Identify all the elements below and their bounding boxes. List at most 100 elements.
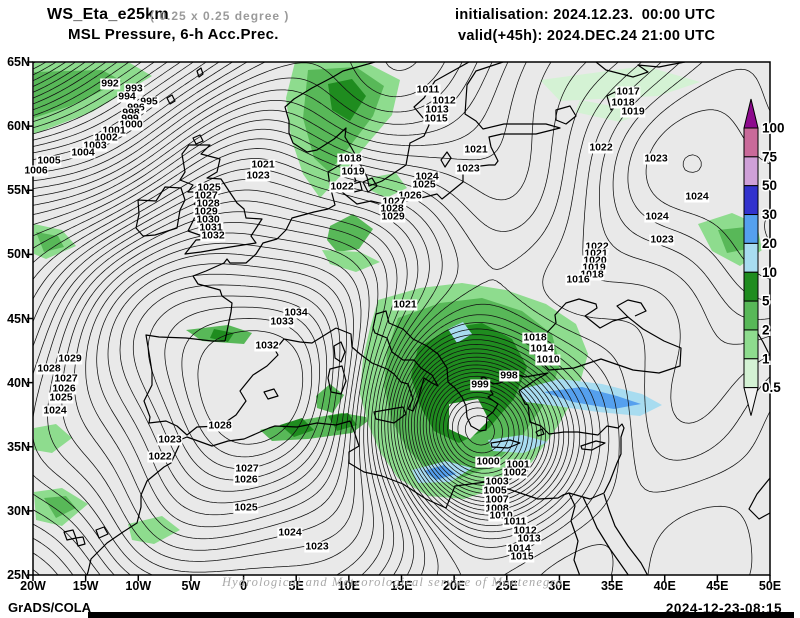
- legend-box: [743, 127, 759, 158]
- isobar-label: 1028: [379, 202, 405, 215]
- precip-patch: [322, 250, 380, 272]
- isobar-label: 999: [120, 112, 140, 125]
- isobar-label: 1017: [615, 85, 641, 98]
- isobar-label: 1021: [463, 143, 489, 156]
- legend-threshold-label: 2: [762, 322, 770, 337]
- isobar-label: 998: [121, 106, 141, 119]
- lon-tick-label: 5W: [181, 579, 201, 593]
- lat-tick-label: 65N: [7, 55, 30, 69]
- precip-patch: [327, 214, 373, 252]
- precip-patch: [128, 516, 180, 544]
- legend-threshold-label: 30: [762, 207, 777, 222]
- isobar-label: 994: [117, 90, 137, 103]
- legend-box: [743, 242, 759, 273]
- isobar-label: 1018: [337, 152, 363, 165]
- isobar-label: 1007: [484, 493, 510, 506]
- watermark: Hydrological and Meteorological service …: [222, 575, 564, 589]
- valid-time: valid(+45h): 2024.DEC.24 21:00 UTC: [458, 28, 716, 44]
- legend-threshold-label: 0.5: [762, 380, 781, 395]
- isobar-label: 1032: [254, 339, 280, 352]
- legend-box: [743, 271, 759, 302]
- lon-tick-label: 45E: [706, 579, 729, 593]
- lon-tick-label: 10W: [125, 579, 152, 593]
- isobar-label: 1025: [196, 181, 222, 194]
- isobar-label: 1004: [70, 146, 96, 159]
- isobar-label: 1012: [512, 524, 538, 537]
- isobar-label: 1003: [484, 475, 510, 488]
- isobar-label: 1018: [522, 331, 548, 344]
- isobar-label: 1027: [53, 372, 79, 385]
- isobar-label: 1010: [488, 509, 514, 522]
- isobar-label: 1023: [455, 162, 481, 175]
- isobar-label: 1014: [529, 342, 555, 355]
- variables-subtitle: MSL Pressure, 6-h Acc.Prec.: [68, 26, 279, 43]
- precip-legend: 100 75 50 30 20 10 5 2 1 0.5: [743, 98, 786, 416]
- isobar-label: 1023: [649, 233, 675, 246]
- isobar-label: 1001: [101, 124, 127, 137]
- isobar-label: 1030: [195, 213, 221, 226]
- isobar-label: 1019: [620, 105, 646, 118]
- isobar-label: 1028: [195, 197, 221, 210]
- isobar-label: 1016: [565, 273, 591, 286]
- lat-tick-label: 25N: [7, 568, 30, 582]
- isobar-label: 1002: [502, 466, 528, 479]
- lon-tick-label: 20E: [443, 579, 466, 593]
- lon-tick-label: 15W: [72, 579, 99, 593]
- isobar-label: 1001: [505, 458, 531, 471]
- isobar-label: 1010: [535, 353, 561, 366]
- lat-tick-label: 50N: [7, 247, 30, 262]
- isobar-label: 1022: [329, 180, 355, 193]
- lon-tick-label: 0: [240, 579, 248, 593]
- precip-patch: [411, 323, 527, 443]
- legend-box: [743, 156, 759, 187]
- isobar-label: 1011: [415, 83, 441, 96]
- isobar-label: 1002: [93, 131, 119, 144]
- isobar-label: 1015: [423, 112, 449, 125]
- isobar-label: 1032: [200, 229, 226, 242]
- isobar-label: 1023: [643, 152, 669, 165]
- isobar-label: 1025: [411, 178, 437, 191]
- isobar-label: 1021: [250, 158, 276, 171]
- precip-patch: [449, 399, 489, 439]
- lon-tick-label: 25E: [495, 579, 518, 593]
- precip-patch: [36, 232, 64, 252]
- isobar-label: 1024: [684, 190, 710, 203]
- legend-arrow-bottom: [743, 387, 759, 416]
- isobar-label: 992: [100, 77, 120, 90]
- isobar-label: 1026: [397, 189, 423, 202]
- bottom-bar: [88, 612, 794, 618]
- legend-threshold-label: 75: [762, 149, 778, 164]
- precip-patch: [328, 79, 366, 121]
- precip-patch: [540, 66, 700, 101]
- axis-ticks: [27, 61, 771, 581]
- isobar-label: 1020: [582, 254, 608, 267]
- isobar-label: 1014: [506, 542, 532, 555]
- isobar-label: 1022: [147, 450, 173, 463]
- isobar-label: 1033: [269, 315, 295, 328]
- isobar-label: 1029: [380, 210, 406, 223]
- lat-tick-label: 45N: [7, 311, 30, 326]
- lon-tick-label: 10E: [337, 579, 360, 593]
- isobar-label: 1018: [610, 96, 636, 109]
- isobar-label: 1023: [157, 433, 183, 446]
- isobar-label: 1006: [23, 164, 49, 177]
- lon-tick-label: 20W: [20, 579, 46, 593]
- isobar-label: 1029: [193, 205, 219, 218]
- isobar-label: 1019: [340, 165, 366, 178]
- legend-threshold-label: 10: [762, 265, 777, 280]
- isobar-label: 1028: [36, 362, 62, 375]
- isobar-label: 1015: [509, 550, 535, 563]
- lon-tick-label: 40E: [653, 579, 676, 593]
- isobar-label: 1021: [392, 298, 418, 311]
- isobar-label: 995: [139, 95, 159, 108]
- lat-tick-label: 30N: [7, 503, 30, 518]
- legend-threshold-label: 1: [762, 351, 770, 366]
- isobar-label: 1029: [57, 352, 83, 365]
- isobar-label: 1031: [198, 221, 224, 234]
- isobar-label: 1026: [233, 473, 259, 486]
- isobar-label: 1027: [234, 462, 260, 475]
- lon-tick-label: 30E: [548, 579, 571, 593]
- isobar-label: 1023: [245, 169, 271, 182]
